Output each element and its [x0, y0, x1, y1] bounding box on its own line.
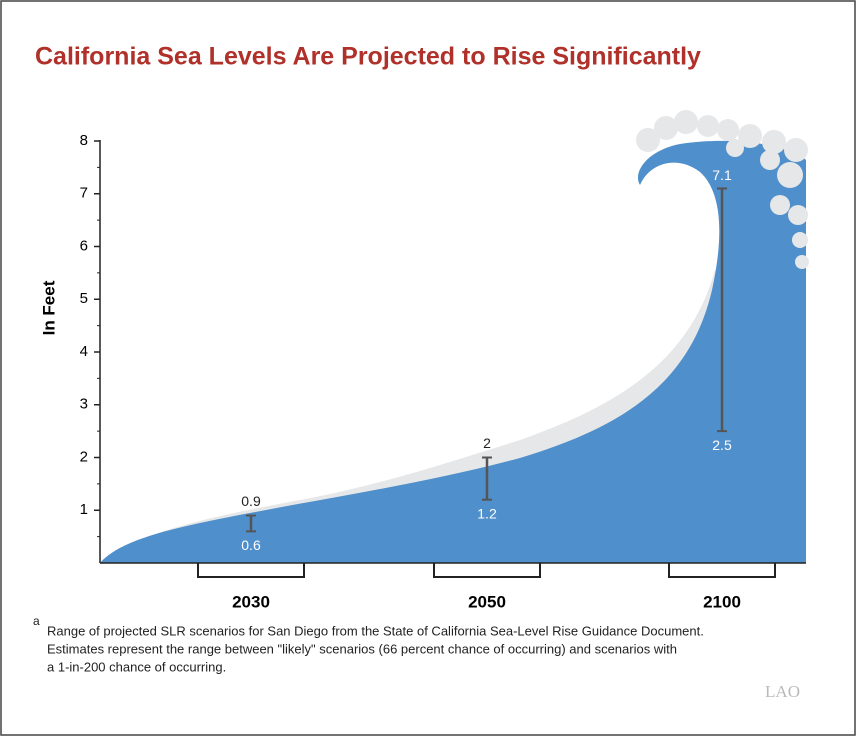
category-bracket — [433, 563, 541, 578]
value-label-low: 0.6 — [241, 537, 261, 553]
foam — [636, 110, 809, 269]
footnote-line: a 1-in-200 chance of occurring. — [47, 659, 226, 674]
y-tick-label: 1 — [80, 501, 88, 518]
y-tick-label: 6 — [80, 237, 88, 254]
y-tick-label: 4 — [80, 343, 88, 360]
source-logo: LAO — [765, 682, 800, 701]
value-label-high: 7.1 — [712, 167, 732, 183]
y-tick-label: 2 — [80, 448, 88, 465]
value-label-high: 0.9 — [241, 493, 261, 509]
y-tick-label: 3 — [80, 396, 88, 413]
y-axis-label: In Feet — [39, 280, 58, 335]
x-tick-label: 2100 — [703, 592, 741, 611]
value-label-high: 2 — [483, 435, 491, 451]
wave — [100, 110, 809, 563]
x-tick-label: 2030 — [232, 592, 270, 611]
footnote-line: Range of projected SLR scenarios for San… — [47, 623, 704, 638]
chart-title: California Sea Levels Are Projected to R… — [35, 43, 701, 71]
category-bracket — [197, 563, 305, 578]
x-tick-label: 2050 — [468, 592, 506, 611]
footnote-line: Estimates represent the range between "l… — [47, 641, 677, 656]
y-tick-label: 8 — [80, 132, 88, 149]
value-label-low: 1.2 — [477, 505, 497, 521]
category-bracket — [668, 563, 776, 578]
y-tick-label: 5 — [80, 290, 88, 307]
value-label-low: 2.5 — [712, 437, 732, 453]
wave-body — [100, 140, 806, 563]
y-tick-label: 7 — [80, 185, 88, 202]
footnote-marker: a — [33, 614, 40, 628]
